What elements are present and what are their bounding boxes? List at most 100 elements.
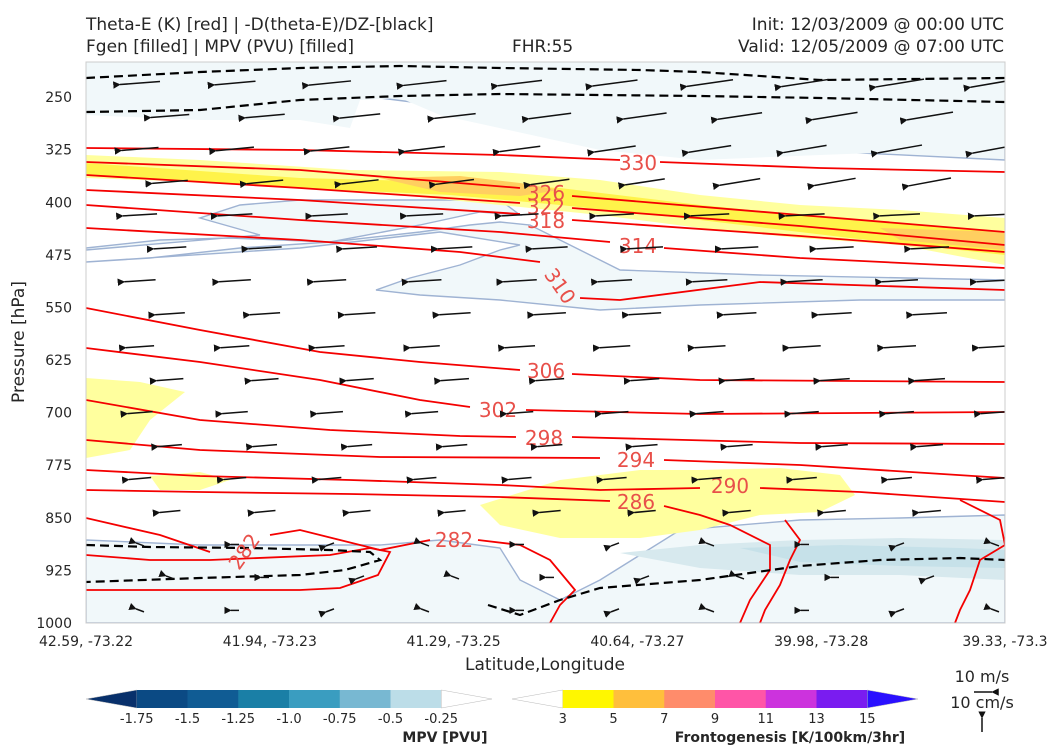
- wind-vector: [527, 311, 566, 319]
- wind-vector: [158, 570, 175, 580]
- colorbar-tick-label: -0.25: [424, 712, 458, 727]
- wind-vector: [213, 344, 250, 352]
- y-tick-label: 400: [45, 195, 72, 211]
- colorbar-tick-label: 5: [609, 712, 617, 727]
- y-tick-label: 1000: [36, 616, 72, 632]
- wind-vector: [714, 245, 759, 253]
- colorbar-swatch: [562, 690, 614, 708]
- wind-vector: [149, 377, 184, 385]
- wind-vector: [698, 537, 715, 547]
- wind-vector: [301, 80, 352, 90]
- x-tick-label: 41.94, -73.23: [223, 634, 317, 650]
- wind-vector: [687, 344, 726, 352]
- wind-vector: [594, 410, 629, 418]
- y-tick-label: 700: [45, 406, 72, 422]
- wind-vector: [899, 111, 954, 125]
- colorbar-swatch: [715, 690, 767, 708]
- wind-vector: [778, 212, 825, 220]
- colorbar-swatch: [289, 690, 341, 708]
- wind-vector: [616, 112, 667, 124]
- wind-vector: [901, 177, 952, 191]
- colorbar-swatch: [85, 689, 137, 709]
- wind-vector: [501, 476, 532, 484]
- wind-vector: [490, 79, 543, 91]
- wind-vector: [918, 575, 935, 585]
- wind-vector: [873, 212, 921, 220]
- wind-vector: [712, 177, 761, 191]
- wind-vector: [784, 410, 819, 418]
- wind-vector: [906, 311, 947, 319]
- mpv-colorbar: -1.75 -1.5 -1.25 -1.0 -0.75 -0.5 -0.25: [85, 689, 493, 727]
- wind-vector: [334, 179, 379, 189]
- wind-vector: [589, 212, 634, 220]
- colorbar-tick-label: -0.75: [323, 712, 357, 727]
- wind-vector: [241, 245, 282, 253]
- y-axis-label: Pressure [hPa]: [9, 281, 29, 403]
- wind-vector: [403, 344, 440, 352]
- y-tick-label: 325: [45, 143, 72, 159]
- wind-vector: [210, 212, 253, 221]
- colorbar-tick-label: 11: [757, 712, 774, 727]
- wind-vector: [342, 509, 371, 517]
- wind-vector: [430, 245, 473, 253]
- colorbar-tick-label: 3: [559, 712, 567, 727]
- wind-vector: [112, 80, 161, 89]
- wind-vector: [983, 537, 1000, 547]
- wind-vector: [971, 344, 1005, 352]
- wind-vector: [710, 111, 763, 125]
- wind-vector: [311, 476, 342, 484]
- wind-vector: [118, 344, 155, 352]
- colorbar-swatch: [238, 690, 290, 708]
- wind-vector: [969, 278, 1005, 286]
- colorbar-tick-label: -1.75: [120, 712, 154, 727]
- y-tick-label: 925: [45, 563, 72, 579]
- wind-vector: [776, 144, 827, 158]
- wind-vector: [207, 80, 256, 90]
- wind-vector: [877, 344, 916, 352]
- wind-vector: [782, 344, 821, 352]
- wind-vector: [143, 113, 190, 122]
- wind-vector: [910, 443, 943, 451]
- colorbar-tick-label: 7: [660, 712, 668, 727]
- wind-vector: [128, 537, 145, 547]
- wind-vector: [530, 443, 563, 451]
- y-tick-label: 550: [45, 300, 72, 316]
- y-tick-label: 850: [45, 511, 72, 527]
- wind-vector: [308, 344, 345, 352]
- colorbar-swatch: [664, 690, 716, 708]
- title-left-line2: Fgen [filled] | MPV (PVU) [filled]: [86, 37, 355, 57]
- wind-vector: [521, 112, 572, 124]
- contour-label-314: 314: [619, 234, 657, 258]
- dtheta-dz-contours: [86, 64, 1005, 617]
- wind-vector: [523, 178, 570, 190]
- wind-vector: [698, 602, 715, 613]
- wind-vector: [499, 410, 534, 418]
- plot-frame: [85, 61, 1006, 624]
- colorbar-swatch: [613, 690, 665, 708]
- wind-vector: [786, 476, 817, 484]
- wind-vector: [396, 79, 447, 90]
- wind-vector: [967, 212, 1005, 220]
- wind-vector: [621, 311, 662, 319]
- wind-vector: [679, 78, 734, 92]
- x-tick-label: 41.29, -73.25: [407, 634, 501, 650]
- wind-vector: [115, 212, 158, 221]
- x-tick-label: 40.64, -73.27: [590, 634, 684, 650]
- wind-vector: [399, 212, 444, 220]
- wind-vector: [879, 410, 914, 418]
- wind-vector: [242, 311, 281, 319]
- wind-vector: [525, 245, 568, 253]
- wind-vector: [728, 570, 745, 580]
- colorbar-swatch: [867, 689, 919, 709]
- wind-vector: [117, 278, 156, 286]
- wind-vector: [318, 542, 335, 552]
- wind-vector: [151, 443, 182, 451]
- colorbar-tick-label: -1.0: [276, 712, 301, 727]
- fgen-colorbar: 3 5 7 9 11 13 15: [511, 689, 919, 727]
- wind-vector: [413, 602, 430, 613]
- ref-vector-vertical-label: 10 cm/s: [950, 693, 1014, 712]
- ref-vector-horizontal-label: 10 m/s: [955, 667, 1010, 686]
- wind-vector: [208, 146, 255, 156]
- contour-label-302: 302: [479, 398, 517, 422]
- contour-label-294: 294: [617, 448, 655, 472]
